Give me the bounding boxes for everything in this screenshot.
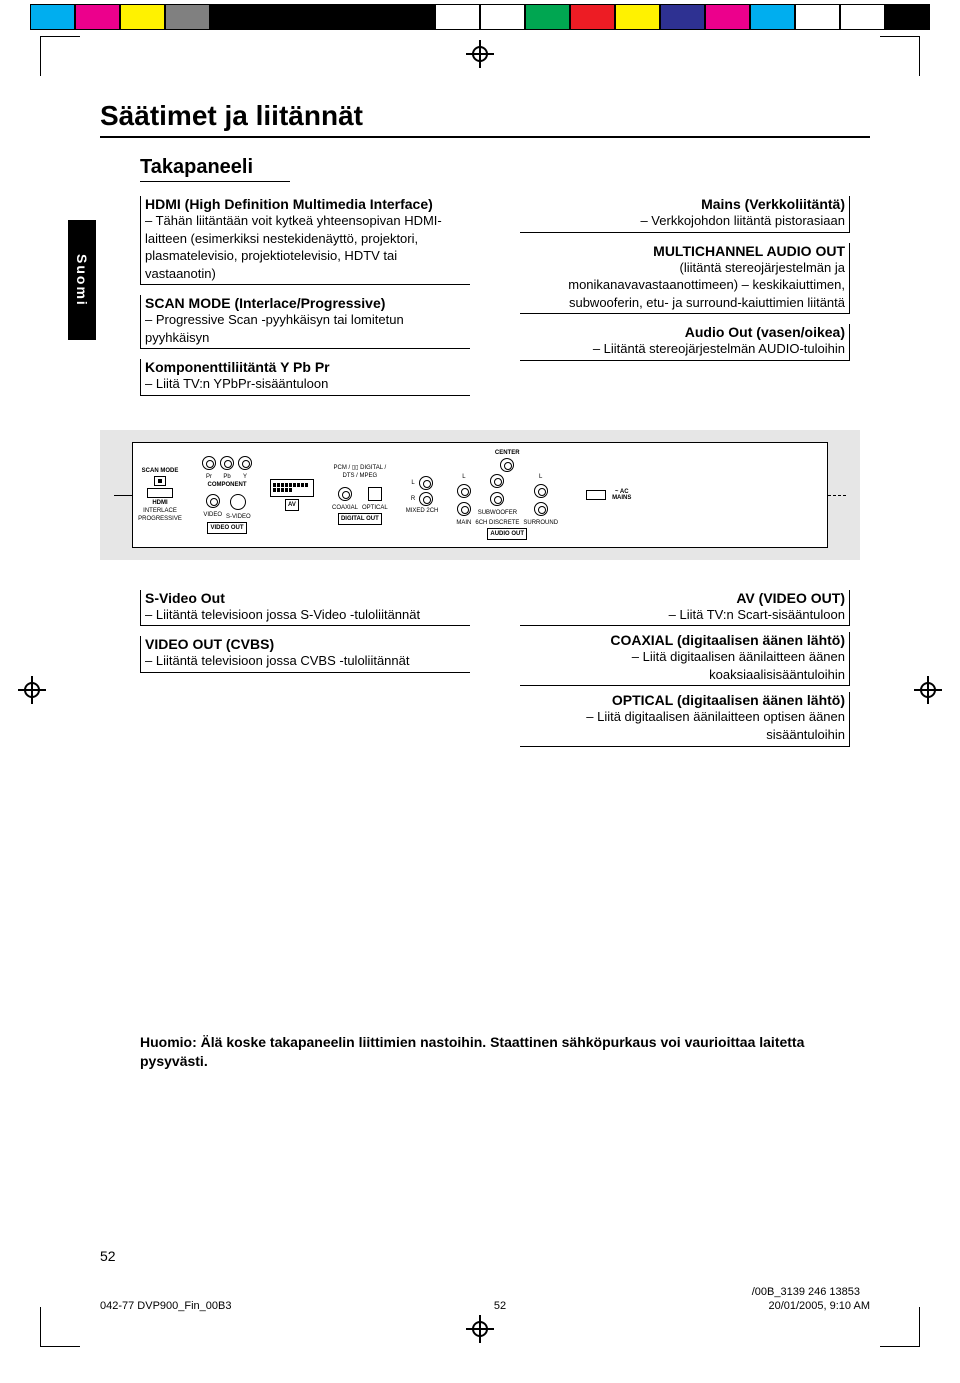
- crop-mark-icon: [40, 36, 80, 76]
- page-content: Säätimet ja liitännät Takapaneeli HDMI (…: [100, 100, 870, 1072]
- mains-port-icon: [586, 490, 606, 500]
- jack-icon: [338, 487, 352, 501]
- section-subtitle: Takapaneeli: [140, 156, 290, 182]
- jack-icon: [534, 502, 548, 516]
- jack-icon: [490, 474, 504, 488]
- jack-icon: [206, 494, 220, 508]
- svideo-port-icon: [230, 494, 246, 510]
- jack-icon: [500, 458, 514, 472]
- jack-icon: [419, 492, 433, 506]
- page-title: Säätimet ja liitännät: [100, 100, 870, 138]
- panel-hdmi-group: SCAN MODE HDMI INTERLACE PROGRESSIVE: [136, 468, 184, 522]
- lower-descriptions: S-Video Out – Liitäntä televisioon jossa…: [140, 590, 870, 753]
- warning-text: Huomio: Älä koske takapaneelin liittimie…: [140, 1033, 870, 1072]
- panel-multichannel-group: CENTER LMAIN SUBWOOFER6CH DISCRETE LSURR…: [456, 450, 558, 540]
- print-color-bar: [30, 4, 930, 30]
- jack-icon: [457, 502, 471, 516]
- hdmi-port-icon: [147, 488, 173, 498]
- panel-component-group: Pr Pb Y COMPONENT VIDEO S-VIDEO VIDEO OU…: [202, 456, 252, 534]
- crop-mark-icon: [880, 1307, 920, 1347]
- desc-audio-out: Audio Out (vasen/oikea) – Liitäntä stere…: [520, 324, 850, 361]
- registration-mark-icon: [466, 40, 494, 68]
- scart-port-icon: [270, 479, 314, 497]
- footer-timestamp: 20/01/2005, 9:10 AM: [768, 1300, 870, 1312]
- jack-icon: [534, 484, 548, 498]
- desc-video-cvbs: VIDEO OUT (CVBS) – Liitäntä televisioon …: [140, 636, 470, 673]
- desc-svideo-out: S-Video Out – Liitäntä televisioon jossa…: [140, 590, 470, 627]
- desc-optical: OPTICAL (digitaalisen äänen lähtö) – Lii…: [520, 692, 850, 746]
- panel-digital-group: PCM / ▯▯ DIGITAL / DTS / MPEG COAXIAL OP…: [332, 465, 388, 525]
- jack-icon: [238, 456, 252, 470]
- jack-icon: [220, 456, 234, 470]
- panel-scart-group: AV: [270, 479, 314, 511]
- jack-icon: [419, 476, 433, 490]
- panel-mixed2ch-group: L R MIXED 2CH: [406, 476, 439, 514]
- upper-descriptions: HDMI (High Definition Multimedia Interfa…: [140, 196, 870, 406]
- optical-port-icon: [368, 487, 382, 501]
- footer-code: /00B_3139 246 13853: [752, 1286, 860, 1298]
- footer-page: 52: [494, 1300, 506, 1312]
- page-number: 52: [100, 1248, 116, 1264]
- desc-multichannel: MULTICHANNEL AUDIO OUT (liitäntä stereoj…: [520, 243, 850, 315]
- desc-component: Komponenttiliitäntä Y Pb Pr – Liitä TV:n…: [140, 359, 470, 396]
- jack-icon: [457, 484, 471, 498]
- desc-scan-mode: SCAN MODE (Interlace/Progressive) – Prog…: [140, 295, 470, 349]
- desc-mains: Mains (Verkkoliitäntä) – Verkkojohdon li…: [520, 196, 850, 233]
- jack-icon: [490, 492, 504, 506]
- registration-mark-icon: [466, 1315, 494, 1343]
- registration-mark-icon: [18, 676, 46, 704]
- crop-mark-icon: [880, 36, 920, 76]
- desc-coaxial: COAXIAL (digitaalisen äänen lähtö) – Lii…: [520, 632, 850, 686]
- rear-panel-diagram: SCAN MODE HDMI INTERLACE PROGRESSIVE Pr …: [100, 430, 860, 560]
- registration-mark-icon: [914, 676, 942, 704]
- panel-mains-group: ~ AC MAINS: [586, 489, 631, 501]
- footer-filename: 042-77 DVP900_Fin_00B3: [100, 1300, 231, 1312]
- desc-av-out: AV (VIDEO OUT) – Liitä TV:n Scart-sisään…: [520, 590, 850, 627]
- desc-hdmi: HDMI (High Definition Multimedia Interfa…: [140, 196, 470, 285]
- scan-mode-switch-icon: [154, 476, 166, 486]
- footer-line: 042-77 DVP900_Fin_00B3 52 20/01/2005, 9:…: [100, 1300, 870, 1312]
- crop-mark-icon: [40, 1307, 80, 1347]
- language-tab: Suomi: [68, 220, 96, 340]
- jack-icon: [202, 456, 216, 470]
